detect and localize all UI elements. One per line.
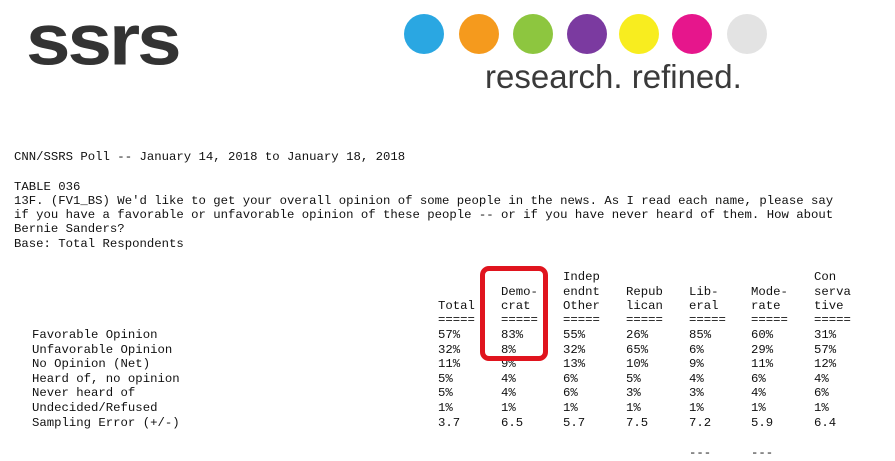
question-line-2: if you have a favorable or unfavorable o… bbox=[14, 208, 834, 222]
table-cell: 10% bbox=[626, 357, 649, 372]
table-cell: 31% bbox=[814, 328, 837, 342]
ssrs-logo-wordmark: ssrs bbox=[26, 0, 182, 80]
table-cell: 4% bbox=[689, 371, 704, 386]
table-cell: 1% bbox=[751, 401, 766, 415]
trailing-mark: --- bbox=[689, 446, 712, 460]
row-label: Unfavorable Opinion bbox=[32, 342, 173, 357]
column-header-3-line-1: Indep bbox=[563, 270, 600, 284]
row-label: Sampling Error (+/-) bbox=[32, 415, 180, 430]
table-cell: 8% bbox=[501, 342, 516, 357]
logo-dot-4 bbox=[567, 14, 607, 54]
table-cell: 4% bbox=[501, 386, 516, 401]
column-header-7-line-1: Con bbox=[814, 270, 837, 284]
row-label: Undecided/Refused bbox=[32, 401, 158, 415]
table-cell: 1% bbox=[563, 401, 578, 415]
table-cell: 9% bbox=[689, 357, 704, 372]
column-header-1-line-3: Total bbox=[438, 299, 475, 313]
table-cell: 1% bbox=[501, 401, 516, 415]
table-cell: 4% bbox=[751, 386, 766, 401]
table-cell: 6% bbox=[563, 371, 578, 386]
logo-dot-2 bbox=[459, 14, 499, 54]
table-cell: 11% bbox=[751, 357, 774, 372]
table-cell: 32% bbox=[563, 342, 586, 357]
table-cell: 32% bbox=[438, 342, 461, 357]
table-cell: 3% bbox=[689, 386, 704, 401]
logo-dot-6 bbox=[672, 14, 712, 54]
table-cell: 3% bbox=[626, 386, 641, 401]
table-cell: 85% bbox=[689, 328, 712, 342]
table-cell: 6.5 bbox=[501, 415, 524, 430]
column-header-5-line-3: eral bbox=[689, 299, 719, 313]
question-line-1: 13F. (FV1_BS) We'd like to get your over… bbox=[14, 194, 834, 208]
column-header-6-line-3: rate bbox=[751, 299, 781, 313]
table-cell: 5.9 bbox=[751, 415, 774, 430]
column-rule-1: ===== bbox=[438, 313, 475, 327]
table-cell: 11% bbox=[438, 357, 461, 372]
row-label: Favorable Opinion bbox=[32, 328, 158, 342]
table-cell: 5% bbox=[438, 386, 453, 401]
column-header-2-line-2: Demo- bbox=[501, 285, 538, 299]
row-label: No Opinion (Net) bbox=[32, 357, 151, 372]
table-cell: 29% bbox=[751, 342, 774, 357]
table-cell: 57% bbox=[814, 342, 837, 357]
column-header-3-line-3: Other bbox=[563, 299, 600, 313]
logo-dot-3 bbox=[513, 14, 553, 54]
logo-tagline: research. refined. bbox=[485, 58, 742, 95]
table-cell: 13% bbox=[563, 357, 586, 372]
logo-dot-7 bbox=[727, 14, 767, 54]
column-header-3-line-2: endnt bbox=[563, 285, 600, 299]
table-cell: 6% bbox=[689, 342, 704, 357]
logo-dot-1 bbox=[404, 14, 444, 54]
table-cell: 7.5 bbox=[626, 415, 649, 430]
table-cell: 26% bbox=[626, 328, 649, 342]
table-cell: 12% bbox=[814, 357, 837, 372]
table-cell: 5% bbox=[438, 371, 453, 386]
column-header-4-line-3: lican bbox=[626, 299, 663, 313]
base-label: Base: Total Respondents bbox=[14, 237, 184, 251]
table-cell: 7.2 bbox=[689, 415, 712, 430]
column-rule-6: ===== bbox=[751, 313, 788, 327]
poll-title: CNN/SSRS Poll -- January 14, 2018 to Jan… bbox=[14, 150, 406, 164]
column-header-2-line-3: crat bbox=[501, 299, 531, 313]
column-rule-7: ===== bbox=[814, 313, 851, 327]
table-cell: 4% bbox=[814, 371, 829, 386]
table-cell: 83% bbox=[501, 328, 524, 342]
column-rule-3: ===== bbox=[563, 313, 600, 327]
table-cell: 6.4 bbox=[814, 415, 837, 430]
table-cell: 6% bbox=[751, 371, 766, 386]
table-cell: 5.7 bbox=[563, 415, 586, 430]
table-cell: 57% bbox=[438, 328, 461, 342]
column-header-6-line-2: Mode- bbox=[751, 285, 788, 299]
question-line-3: Bernie Sanders? bbox=[14, 222, 125, 236]
column-rule-4: ===== bbox=[626, 313, 663, 327]
trailing-mark: --- bbox=[751, 446, 774, 460]
democrat-column-highlight bbox=[480, 266, 548, 361]
column-header-4-line-2: Repub bbox=[626, 285, 663, 299]
table-cell: 4% bbox=[501, 371, 516, 386]
table-cell: 6% bbox=[814, 386, 829, 401]
column-rule-5: ===== bbox=[689, 313, 726, 327]
column-header-5-line-2: Lib- bbox=[689, 285, 719, 299]
column-header-7-line-3: tive bbox=[814, 299, 844, 313]
table-id: TABLE 036 bbox=[14, 180, 81, 194]
column-header-7-line-2: serva bbox=[814, 285, 851, 299]
table-cell: 65% bbox=[626, 342, 649, 357]
column-rule-2: ===== bbox=[501, 313, 538, 327]
table-cell: 6% bbox=[563, 386, 578, 401]
table-cell: 1% bbox=[438, 401, 453, 415]
table-cell: 60% bbox=[751, 328, 774, 342]
table-cell: 3.7 bbox=[438, 415, 461, 430]
table-cell: 1% bbox=[814, 401, 829, 415]
table-cell: 1% bbox=[626, 401, 641, 415]
table-cell: 5% bbox=[626, 371, 641, 386]
row-label: Heard of, no opinion bbox=[32, 371, 180, 386]
table-cell: 55% bbox=[563, 328, 586, 342]
logo-dot-5 bbox=[619, 14, 659, 54]
table-cell: 1% bbox=[689, 401, 704, 415]
row-label: Never heard of bbox=[32, 386, 136, 401]
